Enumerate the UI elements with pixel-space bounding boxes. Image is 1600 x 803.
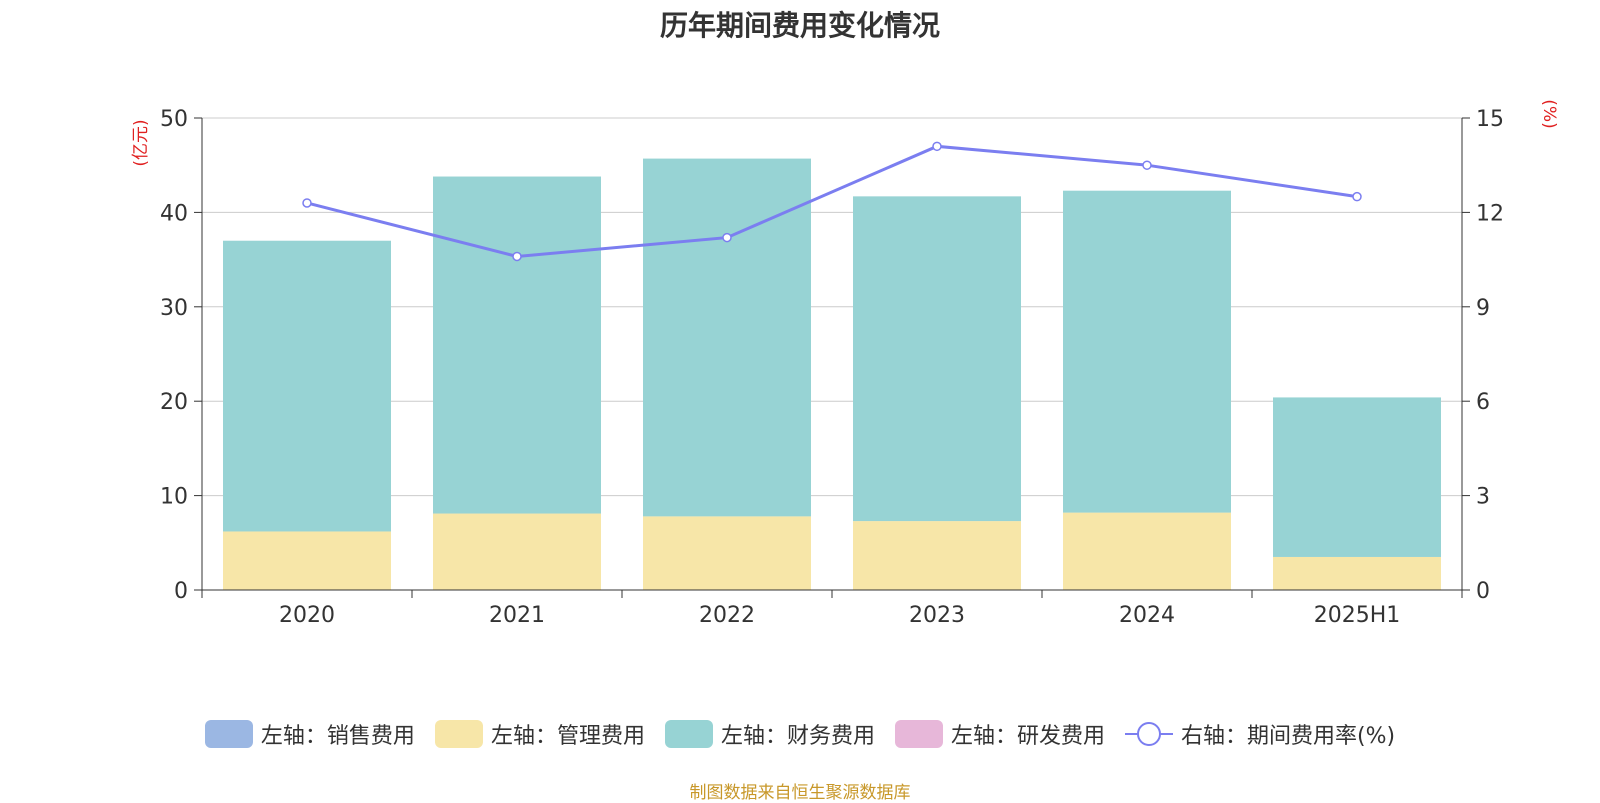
right-axis-tick-label: 15 [1476, 107, 1504, 132]
bar-2020 [223, 240, 391, 532]
x-axis-tick-label: 2021 [489, 603, 545, 628]
x-axis-tick-label: 2024 [1119, 603, 1175, 628]
legend-swatch-rnd [894, 720, 943, 748]
bar-2025H1 [1273, 556, 1441, 590]
left-axis-tick-label: 50 [160, 107, 188, 132]
left-axis-tick-label: 20 [160, 390, 188, 415]
legend-label-finance: 左轴：财务费用 [720, 724, 875, 749]
bar-2023 [853, 196, 1021, 522]
left-axis-tick-label: 10 [160, 485, 188, 510]
expense-rate-point-2023 [932, 141, 942, 152]
expense-rate-point-2021 [512, 251, 522, 262]
chart-title: 历年期间费用变化情况 [659, 9, 940, 42]
bar-2021 [433, 176, 601, 514]
expense-rate-point-2025H1 [1352, 191, 1362, 202]
legend-item-admin[interactable]: 左轴：管理费用 [434, 718, 645, 750]
x-axis-tick-label: 2022 [699, 603, 755, 628]
legend-label-expense-rate: 右轴：期间费用率(%) [1180, 724, 1396, 749]
legend-item-finance[interactable]: 左轴：财务费用 [664, 718, 875, 750]
right-axis-unit-label: (%) [1539, 99, 1559, 128]
chart-plot: 0 10 20 30 40 50 0 3 6 9 12 15 (亿元) (%) 2020 2021 2022 20… [131, 99, 1559, 628]
legend-item-sales[interactable]: 左轴：销售费用 [204, 718, 415, 750]
right-axis-tick-label: 6 [1476, 390, 1490, 415]
bar-2022 [643, 516, 811, 590]
legend-label-rnd: 左轴：研发费用 [950, 724, 1105, 749]
right-axis-tick-label: 9 [1476, 296, 1490, 321]
legend-swatch-expense-rate [1124, 720, 1173, 748]
expense-rate-point-2024 [1142, 160, 1152, 170]
right-axis-tick-label: 3 [1476, 485, 1490, 510]
x-axis-tick-label: 2023 [909, 603, 965, 628]
legend-swatch-admin [434, 720, 483, 748]
legend-item-expense-rate[interactable]: 右轴：期间费用率(%) [1124, 718, 1396, 750]
legend-label-admin: 左轴：管理费用 [490, 724, 645, 749]
left-axis-tick-label: 30 [160, 296, 188, 321]
legend-label-sales: 左轴：销售费用 [260, 724, 415, 749]
right-axis-tick-label: 0 [1476, 579, 1490, 604]
legend-swatch-finance [664, 720, 713, 748]
expense-rate-point-2020 [302, 198, 312, 208]
bar-2023 [853, 521, 1021, 590]
x-axis-tick-label: 2025H1 [1314, 603, 1401, 628]
legend-swatch-sales [204, 720, 253, 748]
legend-item-rnd[interactable]: 左轴：研发费用 [894, 718, 1105, 750]
chart-legend: 左轴：销售费用 左轴：管理费用 左轴：财务费用 左轴：研发费用 右轴：期间费用率… [0, 718, 1600, 750]
bar-2020 [223, 531, 391, 590]
bar-2021 [433, 513, 601, 590]
left-axis-tick-label: 40 [160, 201, 188, 226]
right-axis-tick-label: 12 [1476, 201, 1504, 226]
data-source-note: 制图数据来自恒生聚源数据库 [689, 783, 911, 803]
x-axis-tick-label: 2020 [279, 603, 335, 628]
left-axis-tick-label: 0 [174, 579, 188, 604]
expense-rate-line [306, 144, 1358, 258]
bar-2025H1 [1273, 397, 1441, 557]
bar-2024 [1063, 512, 1231, 590]
expense-rate-point-2022 [722, 232, 732, 243]
bar-2022 [643, 158, 811, 517]
left-axis-unit-label: (亿元) [131, 119, 151, 166]
bar-2024 [1063, 190, 1231, 513]
